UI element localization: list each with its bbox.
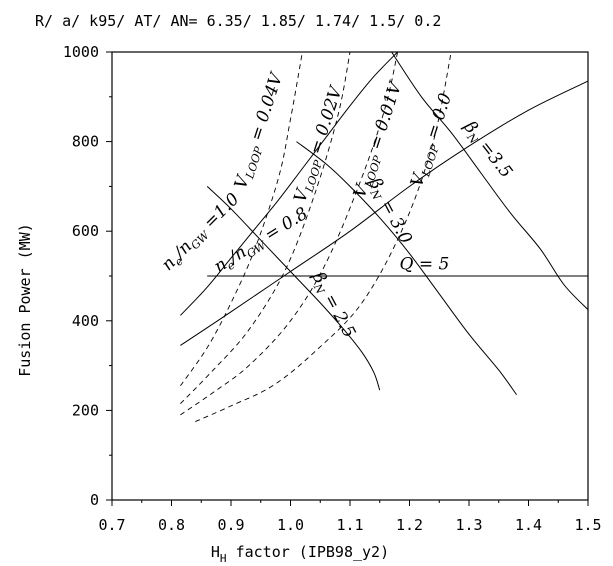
label-q-5-text: Q = 5 — [399, 254, 449, 274]
label-part: = 0.02V — [304, 83, 347, 162]
x-tick-label: 1.4 — [515, 516, 542, 534]
series-vloop-0-04v — [180, 51, 303, 387]
y-axis-title: Fusion Power (MW) — [16, 223, 34, 377]
label-betan-30-text: βN = 3.0 — [362, 174, 416, 249]
label-vloop-00-text: VLOOP = 0.0 — [407, 91, 458, 190]
label-part: = 0.01V — [364, 78, 407, 157]
label-part: LOOP — [419, 143, 442, 180]
x-axis-title: HH factor (IPB98_y2) — [211, 543, 389, 565]
label-part: = 0.04V — [245, 69, 288, 148]
x-tick-label: 1.1 — [336, 516, 363, 534]
label-part: = 3.0 — [374, 192, 416, 248]
series-betan-3-5 — [391, 51, 589, 310]
label-part: =1.0 — [196, 189, 243, 236]
series-vloop-0-0 — [195, 51, 452, 423]
x-tick-label: 1.5 — [574, 516, 601, 534]
y-tick-label: 800 — [72, 133, 99, 151]
label-betan-25: βN = 2.5 — [306, 268, 360, 342]
label-betan-30: βN = 3.0 — [362, 174, 416, 249]
label-q-5: Q = 5 — [399, 254, 449, 274]
label-vloop-00: VLOOP = 0.0 — [407, 91, 458, 190]
x-axis-ticks: 0.7 0.8 0.9 1.0 1.1 1.2 1.3 1.4 1.5 — [98, 500, 602, 534]
y-tick-label: 600 — [72, 222, 99, 240]
x-tick-label: 1.0 — [277, 516, 304, 534]
label-part: = 5 — [413, 254, 449, 274]
series-vloop-0-01v — [180, 51, 399, 416]
y-axis-ticks: 0 200 400 600 800 1000 — [63, 43, 112, 509]
series-ne-ngw-0-8 — [180, 80, 589, 346]
label-part: = 2.5 — [317, 286, 359, 341]
label-vloop-004: VLOOP = 0.04V — [231, 69, 290, 192]
x-tick-label: 0.8 — [158, 516, 185, 534]
chart-title: R/ a/ k95/ AT/ AN= 6.35/ 1.85/ 1.74/ 1.5… — [35, 12, 441, 30]
y-tick-label: 1000 — [63, 43, 99, 61]
x-axis-title-rest: factor (IPB98_y2) — [227, 543, 390, 561]
y-axis-label: Fusion Power (MW) — [16, 223, 34, 377]
label-part: Q — [399, 254, 413, 274]
x-axis-title-h: H — [211, 543, 220, 561]
x-tick-label: 1.3 — [455, 516, 482, 534]
x-tick-label: 0.7 — [98, 516, 125, 534]
label-part: = 0.0 — [421, 91, 456, 147]
series-vloop-0-02v — [180, 51, 351, 405]
series-ne-ngw-1-0 — [180, 51, 398, 316]
label-part: LOOP — [243, 145, 266, 182]
label-betan-35: βN =3.5 — [457, 117, 516, 183]
x-tick-label: 1.2 — [396, 516, 423, 534]
y-tick-label: 200 — [72, 401, 99, 419]
label-part: =3.5 — [472, 133, 517, 182]
label-betan-25-text: βN = 2.5 — [306, 268, 359, 342]
x-axis-title-sub: H — [220, 552, 227, 565]
label-vloop-004-text: VLOOP = 0.04V — [231, 69, 290, 192]
series-betan-2-5 — [206, 186, 381, 391]
series-layer — [180, 51, 589, 423]
y-tick-label: 0 — [90, 491, 99, 509]
y-tick-label: 400 — [72, 312, 99, 330]
label-betan-35-text: βN =3.5 — [457, 117, 516, 183]
series-betan-3-0 — [296, 141, 518, 395]
x-tick-label: 0.9 — [217, 516, 244, 534]
